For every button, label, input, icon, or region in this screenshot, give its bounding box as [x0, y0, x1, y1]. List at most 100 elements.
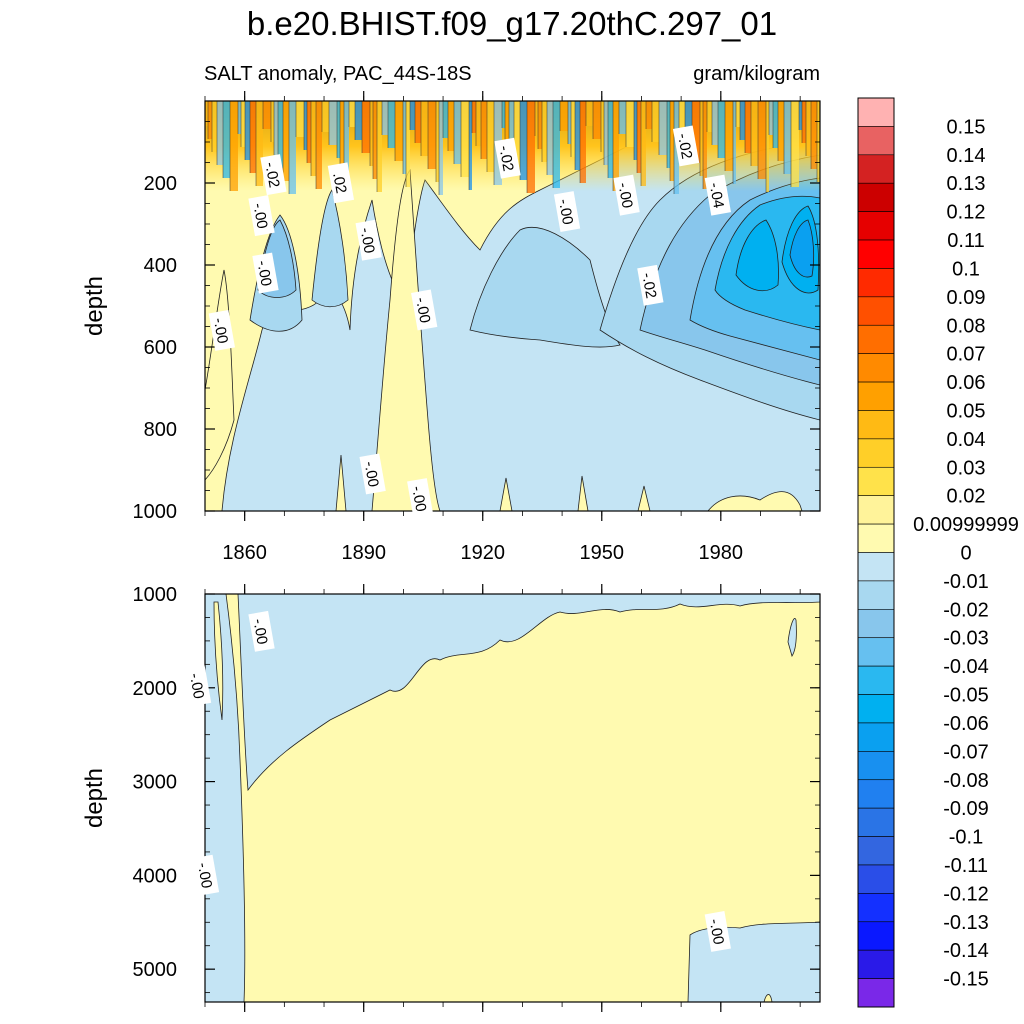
y-tick-label: 800 [144, 419, 177, 441]
x-tick-label: 1890 [341, 542, 386, 564]
surface-anomaly-stripe [388, 101, 395, 148]
x-tick-label: 1980 [699, 542, 744, 564]
contour-label: -.00 [411, 289, 438, 331]
colorbar-label: 0.05 [947, 400, 986, 422]
surface-anomaly-stripe [766, 101, 769, 192]
surface-anomaly-stripe [538, 101, 542, 149]
contour-label-bg [359, 453, 386, 495]
contour-label: -.00 [704, 911, 731, 952]
surface-anomaly-stripe [542, 101, 547, 162]
surface-anomaly-stripe [241, 101, 245, 147]
surface-anomaly-stripe [560, 101, 568, 131]
colorbar-box [857, 580, 895, 610]
surface-anomaly-stripe [223, 101, 230, 178]
surface-anomaly-stripe [817, 101, 820, 182]
surface-anomaly-stripe [421, 101, 428, 156]
surface-anomaly-stripe [751, 101, 758, 166]
colorbar-box [857, 807, 895, 837]
surface-anomaly-stripe [373, 101, 377, 179]
colorbar-label: 0.14 [947, 145, 986, 167]
surface-anomaly-stripe [613, 101, 619, 191]
colorbar-box [857, 211, 895, 241]
contour-label-bg [252, 252, 279, 294]
surface-anomaly-stripe [514, 101, 520, 167]
surface-anomaly-stripe [311, 101, 316, 176]
surface-anomaly-stripe [575, 101, 580, 170]
y-tick-label: 1000 [133, 584, 178, 606]
surface-anomaly-stripe [685, 101, 692, 150]
colorbar-label: 0.07 [947, 344, 986, 366]
contour-label-text: -.02 [261, 161, 282, 189]
surface-anomaly-stripe [571, 101, 575, 157]
surface-anomaly-stripe [481, 101, 487, 159]
surface-anomaly-stripe [652, 101, 659, 142]
contour-label: -.00 [252, 252, 279, 294]
surface-anomaly-stripe [461, 101, 469, 177]
contour-label: -.00 [613, 174, 640, 216]
surface-anomaly-stripe [340, 101, 344, 171]
surface-anomaly-stripe [718, 101, 725, 158]
contour-label-text: -.00 [194, 861, 215, 889]
upper-panel-field [205, 101, 820, 511]
surface-anomaly-stripe [700, 101, 703, 176]
contour-label-bg [327, 162, 355, 204]
contour-label-bg [208, 309, 236, 351]
contour-label-bg [355, 219, 382, 261]
y-tick-label: 2000 [133, 678, 178, 700]
surface-anomaly-stripe [527, 101, 535, 193]
surface-anomaly-stripe [382, 101, 388, 135]
contour-label-text: -.00 [614, 181, 635, 209]
surface-anomaly-stripe [487, 101, 494, 172]
surface-anomaly-stripe [703, 101, 707, 189]
colorbar-label: 0.13 [947, 173, 986, 195]
surface-anomaly-stripe [208, 101, 212, 139]
y-tick-label: 400 [144, 255, 177, 277]
colorbar-label: 0.03 [947, 457, 986, 479]
contour-label-bg [248, 610, 275, 652]
surface-anomaly-stripe [278, 101, 283, 168]
chart-title: b.e20.BHIST.f09_g17.20thC.297_01 [246, 5, 778, 42]
contour-label-bg [411, 289, 438, 331]
surface-anomaly-stripe [758, 101, 766, 179]
surface-anomaly-stripe [811, 101, 817, 169]
y-axis-label: depth [81, 768, 108, 828]
surface-anomaly-stripe [773, 101, 778, 148]
surface-anomaly-stripe [403, 101, 406, 174]
colorbar-box [857, 523, 895, 553]
colorbar-label: 0.09 [947, 287, 986, 309]
contour-label: -.02 [637, 264, 664, 306]
x-tick-label: 1860 [222, 542, 267, 564]
contour-label-text: -.00 [555, 198, 576, 226]
surface-anomaly-stripe [304, 101, 307, 150]
colorbar-box [857, 609, 895, 639]
surface-anomaly-stripe [535, 101, 538, 136]
colorbar: 0.15 0.14 0.13 0.12 0.11 0.1 0.09 0.08 0.07 0.06 0… [857, 97, 1019, 1008]
surface-anomaly-stripe [230, 101, 238, 191]
contour-label-text: -.00 [361, 460, 382, 488]
surface-anomaly-stripe [448, 101, 454, 151]
units-label: gram/kilogram [693, 63, 820, 85]
contour-label: -.00 [208, 309, 236, 351]
y-tick-label: 4000 [133, 865, 178, 887]
surface-anomaly-stripe [692, 101, 700, 163]
surface-anomaly-stripe [619, 101, 626, 134]
colorbar-box [857, 239, 895, 269]
surface-anomaly-stripe [604, 101, 608, 165]
colorbar-box [857, 182, 895, 212]
surface-anomaly-stripe [502, 101, 505, 128]
colorbar-label: 0 [960, 543, 971, 565]
surface-anomaly-stripe [634, 101, 637, 160]
colorbar-box [857, 324, 895, 354]
contour-label: -.00 [359, 453, 386, 495]
surface-anomaly-stripe [586, 101, 593, 126]
colorbar-label: 0.15 [947, 116, 986, 138]
surface-anomaly-stripe [377, 101, 382, 192]
y-axis-label: depth [81, 276, 108, 336]
surface-anomaly-stripe [659, 101, 667, 155]
surface-anomaly-stripe [289, 101, 296, 194]
contour-label-bg [248, 195, 275, 237]
contour-label-bg [184, 665, 212, 707]
contour-label-text: .02 [329, 171, 349, 194]
colorbar-label: -0.05 [943, 685, 989, 707]
colorbar-label: -0.1 [949, 827, 983, 849]
